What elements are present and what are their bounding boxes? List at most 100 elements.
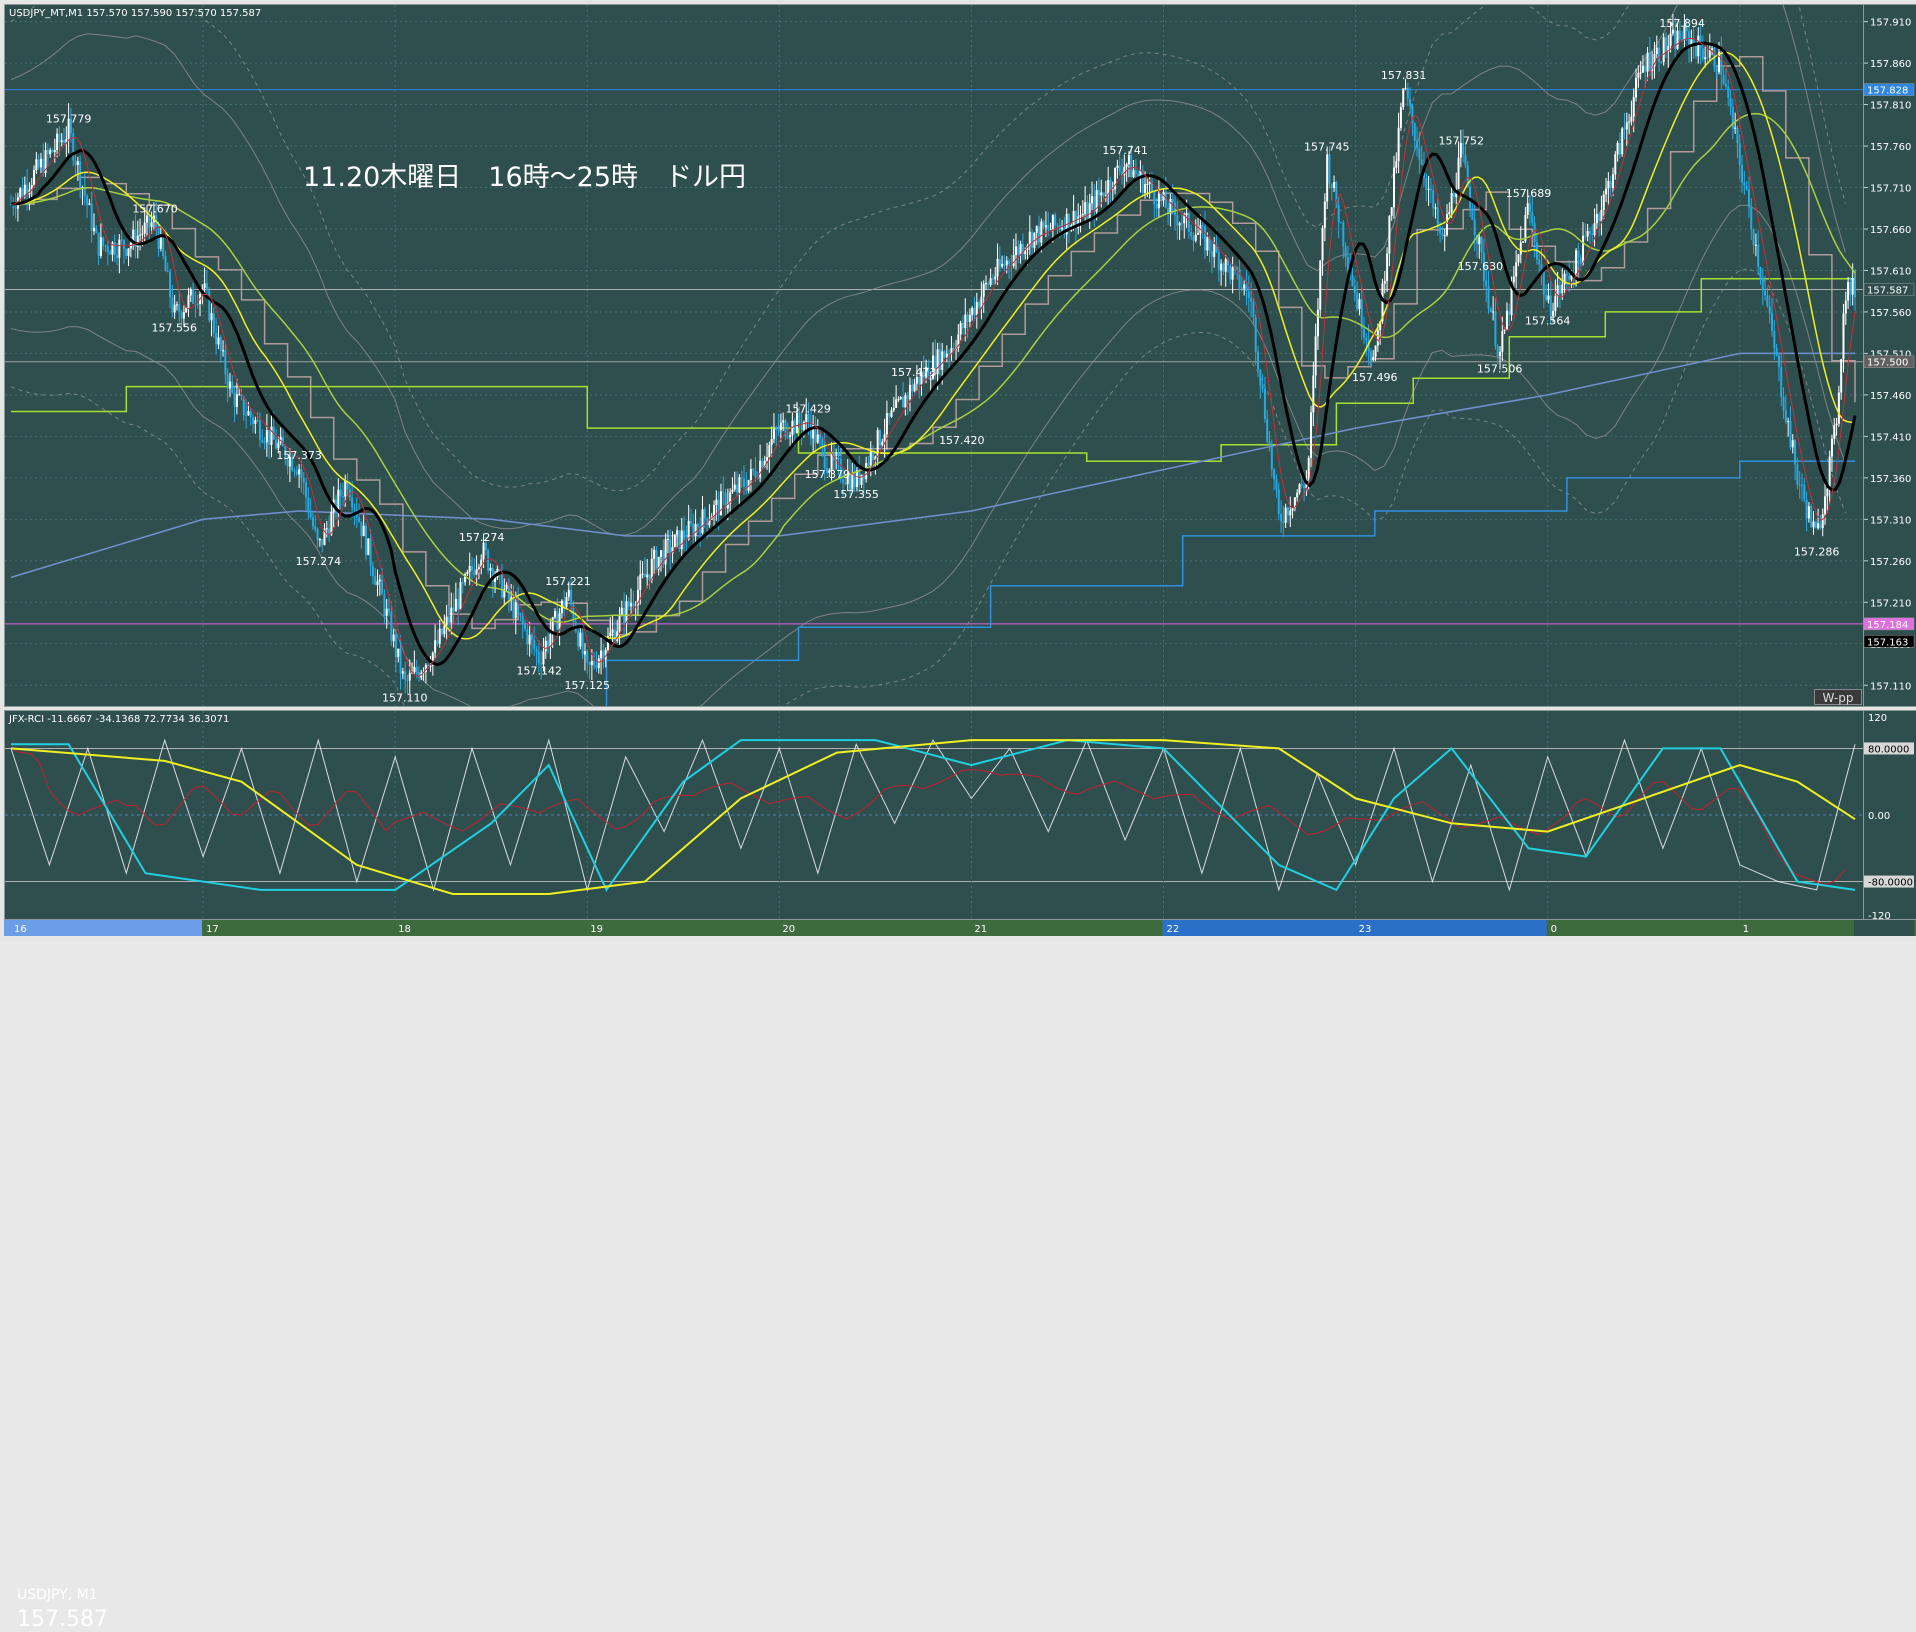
candle-body bbox=[1420, 159, 1423, 165]
rci-axis-label: -80.0000 bbox=[1868, 878, 1913, 889]
price-axis-label: 157.810 bbox=[1870, 101, 1911, 112]
candle-body bbox=[394, 634, 397, 658]
candle-body bbox=[653, 549, 656, 559]
candle-body bbox=[1150, 181, 1153, 192]
candle-body bbox=[233, 392, 236, 407]
candle-body bbox=[899, 397, 902, 400]
candle-body bbox=[265, 430, 268, 443]
candle-body bbox=[1441, 233, 1444, 236]
price-tag-box bbox=[1863, 283, 1915, 296]
candle-body bbox=[125, 249, 128, 256]
price-label: 157.110 bbox=[382, 691, 428, 704]
candle-body bbox=[1830, 438, 1833, 457]
candle-body bbox=[961, 322, 964, 329]
candle-body bbox=[1425, 178, 1428, 190]
price-label: 157.142 bbox=[516, 665, 562, 678]
candle-body bbox=[325, 528, 328, 530]
candle-body bbox=[450, 607, 453, 623]
candle-body bbox=[1054, 214, 1057, 226]
candle-body bbox=[1344, 246, 1347, 258]
candle-body bbox=[217, 337, 220, 345]
rci-short-line bbox=[10, 738, 1856, 892]
candle-body bbox=[835, 457, 838, 461]
candle-body bbox=[1667, 45, 1670, 52]
candle-body bbox=[60, 140, 63, 143]
candle-body bbox=[381, 579, 384, 595]
candle-body bbox=[775, 429, 778, 431]
candle-body bbox=[1706, 57, 1709, 59]
candle-body bbox=[1459, 143, 1462, 158]
candle-body bbox=[309, 512, 312, 518]
candle-body bbox=[341, 496, 344, 498]
candle-body bbox=[1372, 356, 1375, 361]
candle-body bbox=[1522, 241, 1525, 243]
candle-body bbox=[798, 412, 801, 424]
candle-body bbox=[1524, 214, 1527, 242]
candle-body bbox=[1236, 267, 1239, 270]
candle-body bbox=[1365, 337, 1368, 341]
candle-body bbox=[800, 423, 803, 430]
candle-body bbox=[1268, 441, 1271, 445]
candle-body bbox=[330, 511, 333, 535]
candle-body bbox=[1743, 182, 1746, 186]
candle-body bbox=[346, 480, 349, 490]
candle-body bbox=[1252, 301, 1255, 318]
candle-body bbox=[793, 420, 796, 434]
candle-body bbox=[526, 629, 529, 645]
candle-body bbox=[1482, 252, 1485, 281]
price-label: 157.564 bbox=[1525, 315, 1571, 328]
candle-body bbox=[952, 347, 955, 350]
rci-indicator-pane[interactable]: JFX-RCI -11.6667 -34.1368 72.7734 36.307… bbox=[4, 710, 1864, 1632]
price-label: 157.274 bbox=[459, 531, 505, 544]
candle-body bbox=[1715, 67, 1718, 73]
price-tag-box bbox=[1863, 355, 1915, 368]
candle-body bbox=[715, 499, 718, 505]
candle-body bbox=[878, 430, 881, 446]
candle-body bbox=[819, 434, 822, 439]
candle-body bbox=[1017, 246, 1020, 255]
candle-body bbox=[1021, 243, 1024, 255]
candle-body bbox=[1300, 484, 1303, 487]
candle-body bbox=[23, 184, 26, 196]
candle-body bbox=[371, 565, 374, 577]
candle-body bbox=[415, 667, 418, 673]
candle-body bbox=[948, 353, 951, 355]
candle-body bbox=[189, 289, 192, 296]
candle-body bbox=[1312, 375, 1315, 413]
candle-body bbox=[1363, 328, 1366, 338]
candle-body bbox=[1051, 214, 1054, 230]
candle-body bbox=[1222, 263, 1225, 272]
candle-body bbox=[1671, 29, 1674, 34]
candle-body bbox=[770, 439, 773, 445]
candle-body bbox=[1213, 243, 1216, 257]
price-label: 157.752 bbox=[1438, 135, 1484, 148]
candle-body bbox=[941, 351, 944, 370]
candle-body bbox=[339, 489, 342, 497]
candle-body bbox=[1791, 440, 1794, 448]
candle-body bbox=[1605, 188, 1608, 195]
candle-body bbox=[1374, 345, 1377, 357]
rci-axis-label: -120 bbox=[1868, 911, 1891, 919]
price-chart-pane[interactable]: 157.779 157.670 157.556 157.373 157.274 157.1… bbox=[4, 4, 1864, 707]
candle-body bbox=[1492, 311, 1495, 313]
price-label: 157.274 bbox=[296, 555, 342, 568]
time-axis-label: 22 bbox=[1167, 924, 1180, 935]
candle-body bbox=[487, 550, 490, 571]
candle-body bbox=[1393, 167, 1395, 208]
candle-body bbox=[1854, 278, 1856, 298]
candle-body bbox=[1565, 273, 1568, 276]
candle-body bbox=[1540, 264, 1543, 272]
candle-body bbox=[1450, 193, 1453, 212]
candle-body bbox=[270, 426, 273, 445]
candle-body bbox=[936, 349, 939, 375]
candle-body bbox=[263, 442, 266, 444]
candle-body bbox=[1376, 330, 1379, 346]
price-tag-box bbox=[1863, 617, 1915, 631]
candle-body bbox=[473, 570, 476, 575]
candle-body bbox=[1628, 121, 1631, 123]
wpp-button[interactable]: W-pp bbox=[1814, 689, 1862, 705]
candle-body bbox=[1203, 226, 1206, 251]
candle-body bbox=[669, 539, 672, 554]
candle-body bbox=[90, 203, 93, 232]
candle-body bbox=[1100, 192, 1103, 196]
